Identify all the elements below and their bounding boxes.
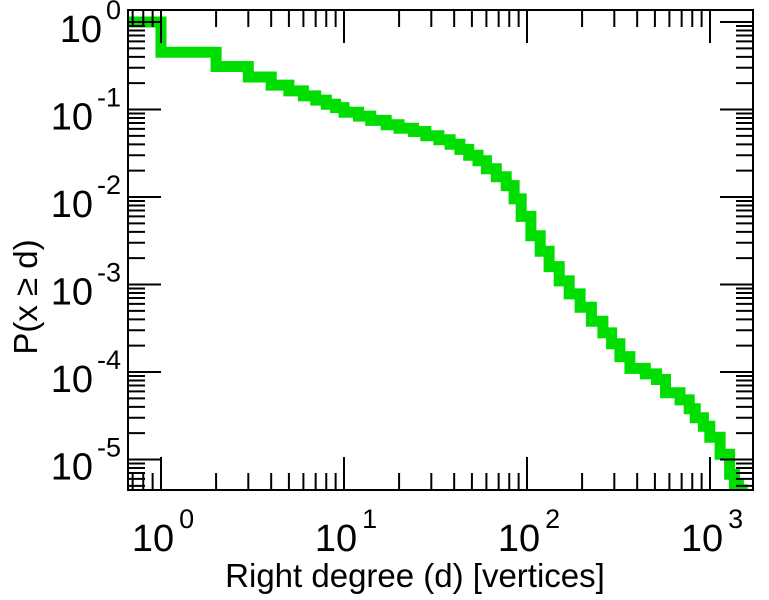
x-tick-label: 10 2 bbox=[498, 504, 560, 560]
y-tick-label: 10 -3 bbox=[51, 258, 121, 314]
axis-ticks bbox=[128, 10, 753, 490]
x-tick-label: 10 0 bbox=[132, 504, 194, 560]
x-axis-title: Right degree (d) [vertices] bbox=[225, 557, 605, 594]
y-axis-title: P(x ≥ d) bbox=[7, 239, 44, 355]
plot-border bbox=[127, 9, 754, 491]
x-tick-label: 10 3 bbox=[681, 504, 743, 560]
y-tick-label: 10 -1 bbox=[51, 83, 121, 139]
y-tick-label: 10 -2 bbox=[51, 170, 121, 226]
x-tick-label: 10 1 bbox=[315, 504, 377, 560]
y-tick-label: 10 -5 bbox=[51, 433, 121, 489]
y-tick-label: 10 -4 bbox=[51, 345, 121, 401]
y-tick-label: 10 0 bbox=[60, 0, 121, 51]
ccdf-curve bbox=[128, 16, 748, 490]
